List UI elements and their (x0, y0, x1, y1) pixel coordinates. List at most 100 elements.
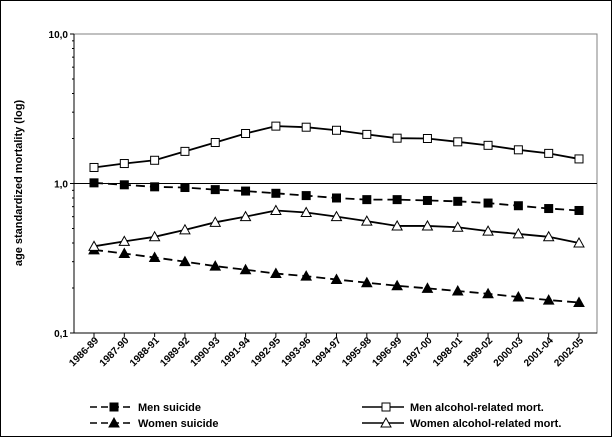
data-point (119, 180, 129, 190)
x-tick-label: 1995-98 (340, 335, 374, 369)
data-point (380, 416, 392, 428)
data-point (150, 182, 160, 192)
data-point (392, 195, 402, 205)
y-tick-label: 1,0 (54, 180, 68, 191)
x-tick-label: 1997-00 (401, 335, 435, 369)
data-point (239, 210, 252, 222)
data-point (119, 159, 129, 169)
data-point (512, 291, 525, 302)
x-tick-label: 2001-04 (522, 335, 556, 369)
legend-label: Women suicide (138, 418, 218, 430)
data-point (513, 145, 523, 155)
data-point (542, 294, 555, 305)
x-tick-label: 1996-99 (371, 335, 405, 369)
data-point (270, 204, 282, 215)
data-point (179, 255, 191, 267)
data-point (241, 128, 251, 138)
data-point (451, 221, 464, 232)
data-point (332, 193, 341, 203)
data-point (513, 201, 523, 211)
data-point (483, 198, 493, 208)
x-tick-label: 1994-97 (310, 335, 344, 369)
data-point (422, 195, 432, 205)
data-point (482, 225, 494, 236)
data-point (360, 215, 373, 226)
data-point (360, 276, 373, 288)
data-point (148, 251, 161, 262)
y-axis-title: age standardized mortality (log) (13, 100, 25, 267)
data-point (271, 121, 281, 131)
data-point (209, 216, 222, 227)
series (88, 204, 585, 251)
data-point (421, 219, 434, 231)
data-point (301, 191, 311, 201)
data-point (180, 146, 190, 156)
legend-item: Women alcohol-related mort. (362, 416, 561, 430)
data-point (108, 416, 120, 428)
data-point (180, 183, 190, 193)
data-point (362, 195, 372, 205)
x-tick-label: 1993-96 (280, 335, 314, 369)
data-point (271, 188, 281, 198)
data-point (179, 223, 191, 235)
data-point (332, 125, 341, 135)
data-point (573, 236, 585, 248)
x-tick-label: 1986-89 (67, 335, 101, 369)
x-tick-label: 2000-03 (492, 335, 526, 369)
data-point (542, 230, 555, 242)
data-point (381, 402, 391, 412)
legend-item: Men suicide (90, 402, 201, 414)
x-tick-label: 1991-94 (219, 335, 253, 369)
data-point (270, 267, 282, 279)
data-point (118, 235, 131, 246)
data-point (362, 129, 372, 139)
data-point (544, 204, 554, 214)
data-point (391, 219, 403, 231)
data-point (573, 296, 585, 307)
data-point (482, 287, 494, 299)
data-point (148, 230, 161, 242)
data-point (89, 178, 99, 188)
data-point (453, 137, 463, 147)
x-tick-label: 1999-02 (461, 335, 495, 369)
x-tick-label: 1990-93 (189, 335, 223, 369)
data-point (150, 155, 160, 165)
legend-label: Men alcohol-related mort. (410, 402, 544, 414)
data-point (301, 122, 311, 132)
data-point (512, 227, 525, 239)
data-point (109, 402, 119, 412)
x-tick-label: 1987-90 (98, 335, 132, 369)
series (89, 178, 584, 215)
x-tick-label: 1989-92 (158, 335, 192, 369)
data-point (239, 263, 252, 275)
data-point (453, 196, 463, 206)
data-point (118, 247, 131, 259)
data-point (210, 138, 220, 148)
data-point (300, 270, 313, 281)
data-point (300, 206, 313, 217)
legend-label: Men suicide (138, 402, 201, 414)
data-point (88, 240, 100, 251)
data-point (574, 205, 584, 215)
legend-item: Men alcohol-related mort. (362, 402, 544, 414)
legend-label: Women alcohol-related mort. (410, 418, 561, 430)
data-point (421, 282, 434, 293)
data-point (210, 185, 220, 195)
data-point (392, 133, 402, 143)
x-tick-label: 1998-01 (431, 335, 465, 369)
series (88, 243, 585, 307)
data-point (422, 133, 432, 143)
legend-item: Women suicide (90, 416, 218, 430)
data-point (574, 154, 584, 164)
x-tick-label: 1988-91 (128, 335, 162, 369)
data-point (330, 210, 343, 222)
x-tick-label: 1992-95 (249, 335, 283, 369)
y-tick-label: 0,1 (54, 329, 68, 340)
data-point (241, 186, 251, 196)
data-point (483, 140, 493, 150)
data-point (451, 284, 464, 296)
data-point (330, 273, 343, 284)
y-tick-label: 10,0 (49, 30, 69, 41)
